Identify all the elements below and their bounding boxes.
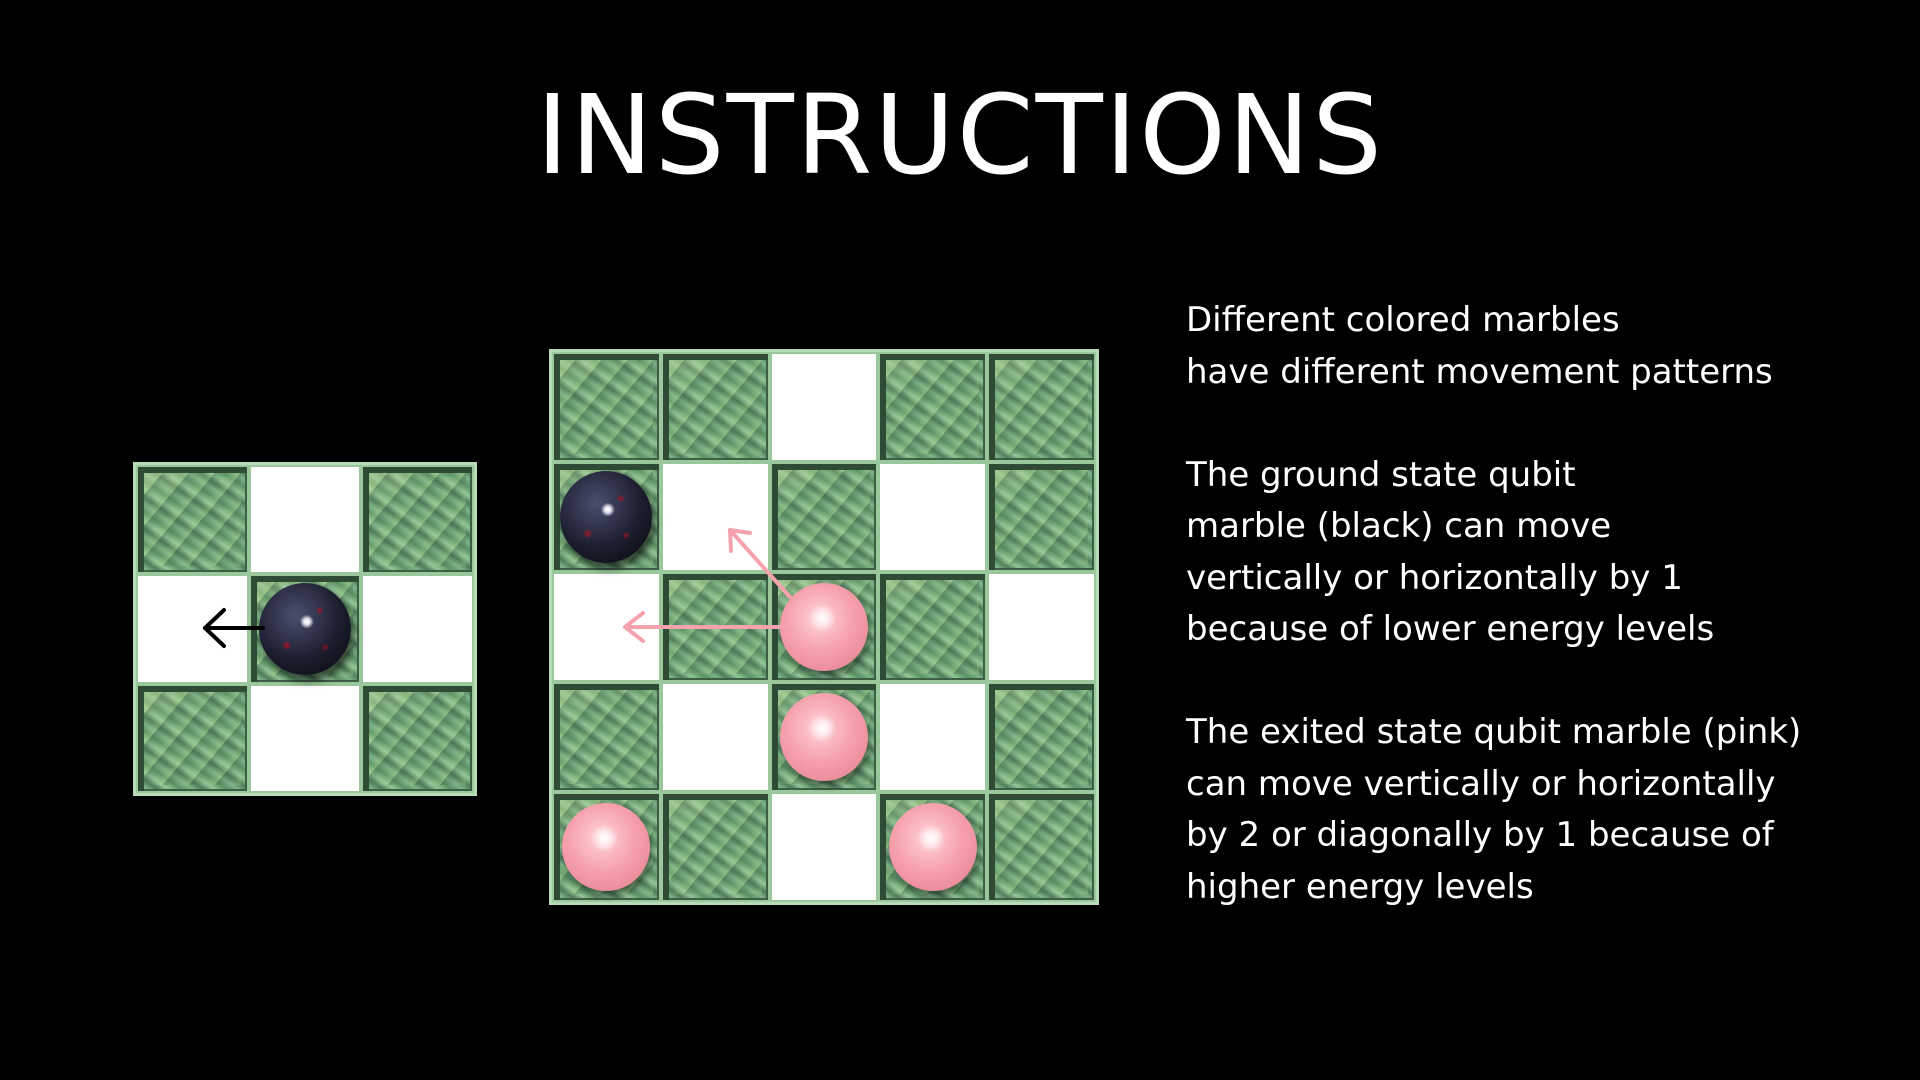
reachable-cell [552,572,661,682]
grass-cell [878,352,988,462]
reachable-cell [878,462,988,572]
reachable-cell [878,682,988,792]
reachable-cell [248,465,362,575]
reachable-cell [136,574,249,684]
instruction-paragraph: The ground state qubit marble (black) can… [1186,450,1886,656]
instruction-paragraph: The exited state qubit marble (pink) can … [1186,707,1886,913]
reachable-cell [248,683,362,793]
instruction-line: Different colored marbles [1186,300,1620,340]
pink-marble [780,693,868,781]
grass-cell [136,683,249,793]
black-marble [560,471,653,563]
instruction-line: have different movement patterns [1186,351,1773,392]
page-title: INSTRUCTIONS [536,71,1384,199]
reachable-cell [769,792,879,902]
reachable-cell [987,572,1096,682]
pink-marble [888,803,977,891]
grass-cell [136,465,249,575]
grass-cell [660,352,770,462]
grass-cell [660,572,770,682]
instruction-line: can move vertically or horizontally [1186,763,1776,804]
instruction-line: by 2 or diagonally by 1 because of [1186,815,1774,855]
grass-cell [552,352,661,462]
grass-cell [987,792,1096,902]
reachable-cell [660,462,770,572]
grass-cell [660,792,770,902]
instruction-line: marble (black) can move [1186,506,1612,546]
reachable-cell [769,352,879,462]
grass-cell [987,462,1096,572]
instruction-line: vertically or horizontally by 1 [1186,557,1683,598]
grass-cell [987,352,1096,462]
instruction-paragraph: Different colored marbles have different … [1186,295,1886,398]
excited-state-demo-board [549,349,1099,905]
grass-cell [361,683,474,793]
instructions-text: Different colored marbles have different … [1186,295,1886,965]
grass-cell [552,682,661,792]
instruction-line: higher energy levels [1186,866,1534,907]
grass-cell [878,572,988,682]
instruction-line: The ground state qubit [1186,454,1576,495]
ground-state-demo-board [133,462,477,796]
instruction-line: The exited state qubit marble (pink) [1186,712,1802,752]
black-marble [259,583,351,675]
reachable-cell [660,682,770,792]
grass-cell [361,465,474,575]
pink-marble [780,583,868,671]
grass-cell [769,462,879,572]
pink-marble [562,803,651,891]
grass-cell [987,682,1096,792]
reachable-cell [361,574,474,684]
instruction-line: because of lower energy levels [1186,609,1715,649]
